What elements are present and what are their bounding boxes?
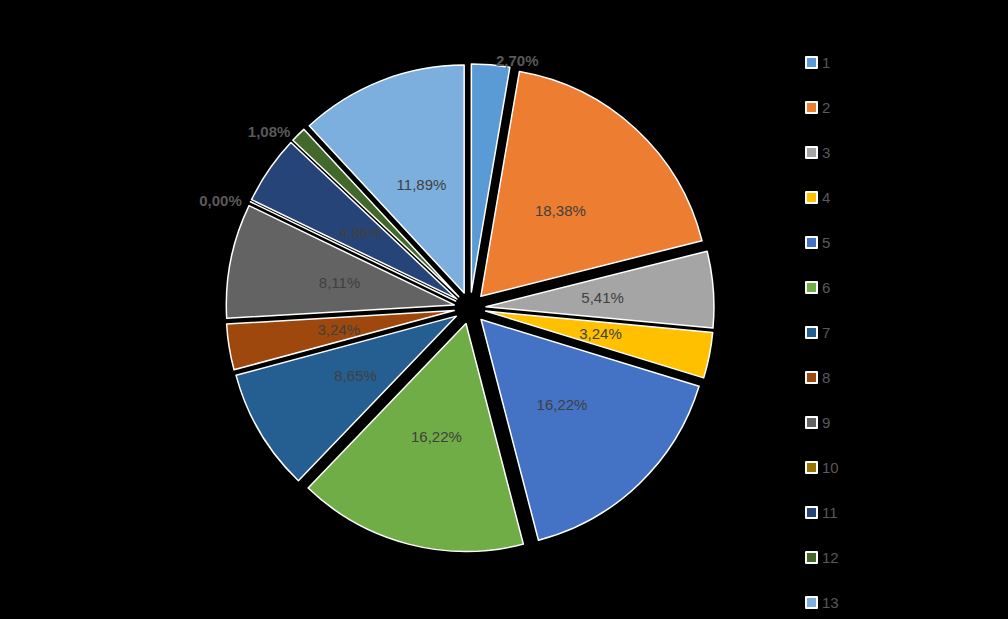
svg-text:9: 9	[822, 414, 830, 431]
svg-text:12: 12	[822, 549, 839, 566]
svg-text:18,38%: 18,38%	[535, 202, 586, 219]
svg-text:3,24%: 3,24%	[579, 325, 622, 342]
svg-text:7: 7	[822, 324, 830, 341]
svg-text:16,22%: 16,22%	[411, 428, 462, 445]
svg-text:11,89%: 11,89%	[397, 176, 447, 193]
svg-text:2,70%: 2,70%	[496, 52, 539, 69]
svg-text:1,08%: 1,08%	[248, 123, 291, 140]
svg-text:8: 8	[822, 369, 830, 386]
svg-text:10: 10	[822, 459, 839, 476]
svg-text:3,24%: 3,24%	[317, 321, 360, 338]
svg-text:8,65%: 8,65%	[334, 367, 377, 384]
svg-text:13: 13	[822, 594, 839, 611]
svg-text:8,11%: 8,11%	[319, 274, 360, 291]
svg-text:4: 4	[822, 189, 830, 206]
svg-text:3: 3	[822, 144, 830, 161]
svg-text:2: 2	[822, 99, 830, 116]
svg-text:5: 5	[822, 234, 830, 251]
svg-text:6: 6	[822, 279, 830, 296]
svg-text:11: 11	[822, 504, 838, 521]
svg-text:5,41%: 5,41%	[581, 289, 624, 306]
svg-text:1: 1	[822, 54, 830, 71]
svg-text:16,22%: 16,22%	[537, 396, 588, 413]
svg-text:4,86%: 4,86%	[339, 224, 382, 241]
svg-text:0,00%: 0,00%	[199, 192, 242, 209]
